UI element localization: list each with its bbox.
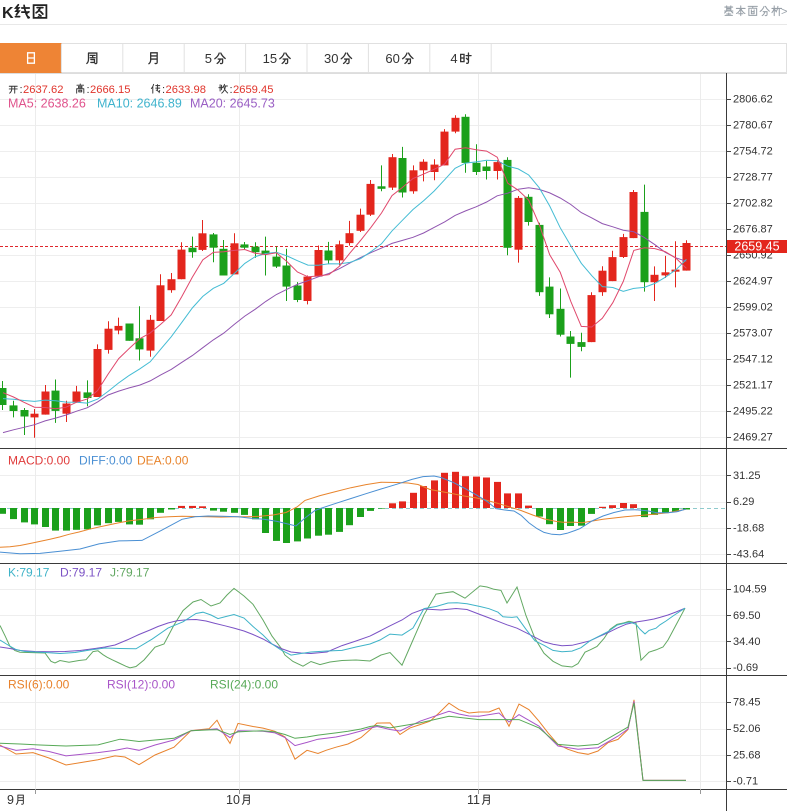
- svg-text:78.45: 78.45: [733, 696, 761, 708]
- svg-text:2469.27: 2469.27: [733, 432, 773, 444]
- svg-text:9: 9: [7, 793, 14, 807]
- svg-text:15: 15: [263, 51, 277, 66]
- svg-text:2637.62: 2637.62: [23, 84, 63, 96]
- svg-text:34.40: 34.40: [733, 636, 761, 648]
- svg-text:-0.69: -0.69: [733, 662, 758, 674]
- svg-text:2521.17: 2521.17: [733, 380, 773, 392]
- svg-text:>: >: [781, 6, 787, 18]
- svg-text:2754.72: 2754.72: [733, 146, 773, 158]
- svg-text:11: 11: [467, 793, 480, 807]
- svg-text:2573.07: 2573.07: [733, 328, 773, 340]
- svg-text:-18.68: -18.68: [733, 522, 764, 534]
- svg-text:2666.15: 2666.15: [90, 84, 130, 96]
- svg-text:J:79.17: J:79.17: [110, 566, 150, 580]
- svg-text:D:79.17: D:79.17: [60, 566, 102, 580]
- svg-text:2659.45: 2659.45: [233, 84, 273, 96]
- svg-text:2633.98: 2633.98: [166, 84, 206, 96]
- svg-text:2806.62: 2806.62: [733, 94, 773, 106]
- svg-text:-0.71: -0.71: [733, 776, 758, 788]
- svg-text:RSI(6):0.00: RSI(6):0.00: [8, 678, 70, 692]
- svg-text:2676.87: 2676.87: [733, 224, 773, 236]
- svg-text:31.25: 31.25: [733, 470, 761, 482]
- svg-text:6.29: 6.29: [733, 496, 754, 508]
- svg-text:30: 30: [324, 51, 338, 66]
- svg-text:52.06: 52.06: [733, 723, 761, 735]
- svg-text::: :: [20, 84, 23, 96]
- svg-text:MA5: 2638.26: MA5: 2638.26: [8, 97, 86, 111]
- svg-text:K: K: [2, 5, 14, 22]
- svg-text:10: 10: [226, 793, 240, 807]
- svg-text:-43.64: -43.64: [733, 548, 764, 560]
- svg-text::: :: [162, 84, 165, 96]
- svg-text:60: 60: [385, 51, 399, 66]
- svg-text:DIFF:0.00: DIFF:0.00: [79, 454, 133, 468]
- svg-text:25.68: 25.68: [733, 750, 761, 762]
- svg-text:MA20: 2645.73: MA20: 2645.73: [190, 97, 275, 111]
- svg-text:5: 5: [205, 51, 212, 66]
- svg-text:2495.22: 2495.22: [733, 406, 773, 418]
- svg-text:MACD:0.00: MACD:0.00: [8, 454, 70, 468]
- svg-text:2659.45: 2659.45: [734, 240, 779, 254]
- svg-text:DEA:0.00: DEA:0.00: [137, 454, 189, 468]
- svg-text:2624.97: 2624.97: [733, 276, 773, 288]
- svg-text:RSI(12):0.00: RSI(12):0.00: [107, 678, 175, 692]
- svg-text:2702.82: 2702.82: [733, 198, 773, 210]
- svg-text:RSI(24):0.00: RSI(24):0.00: [210, 678, 278, 692]
- svg-text:2728.77: 2728.77: [733, 172, 773, 184]
- svg-text:4: 4: [450, 51, 457, 66]
- svg-text:2547.12: 2547.12: [733, 354, 773, 366]
- svg-text:MA10: 2646.89: MA10: 2646.89: [97, 97, 182, 111]
- svg-text:104.59: 104.59: [733, 584, 767, 596]
- svg-text:69.50: 69.50: [733, 610, 761, 622]
- svg-text:2780.67: 2780.67: [733, 120, 773, 132]
- svg-text::: :: [87, 84, 90, 96]
- svg-text::: :: [230, 84, 233, 96]
- svg-text:2599.02: 2599.02: [733, 302, 773, 314]
- svg-text:K:79.17: K:79.17: [8, 566, 50, 580]
